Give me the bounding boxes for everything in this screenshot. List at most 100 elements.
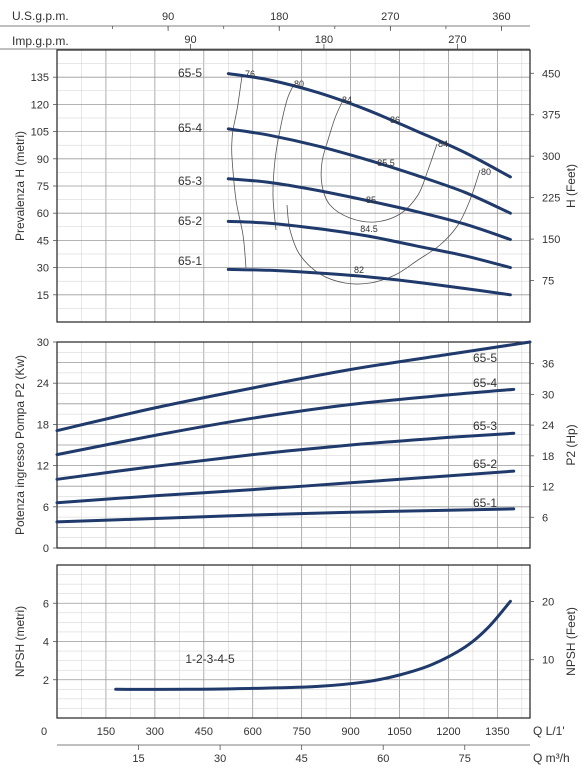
panel-frame-power xyxy=(56,341,531,549)
y2-tick-label-npsh: 10 xyxy=(542,655,554,667)
y-tick-label-npsh: 2 xyxy=(43,675,49,687)
y2-tick-label-head: 375 xyxy=(542,110,560,122)
y-tick-label-power: 6 xyxy=(43,502,49,514)
q-lmin-tick-label: 150 xyxy=(97,726,115,738)
efficiency-label: 80 xyxy=(481,167,491,177)
y-tick-label-head: 75 xyxy=(37,181,49,193)
imp-gpm-tick-label: 90 xyxy=(184,34,196,46)
y2-tick-label-npsh: 20 xyxy=(542,596,554,608)
q-m3h-tick-label: 60 xyxy=(377,753,389,765)
efficiency-label: 82 xyxy=(354,265,364,275)
y2-tick-label-head: 150 xyxy=(542,234,560,246)
power-series-label: 65-2 xyxy=(473,457,497,471)
curve-npsh-1-2-3-4-5 xyxy=(114,599,512,691)
y-axis-title-head: Prevalenza H (metri) xyxy=(13,131,27,241)
q-lmin-tick-label: 900 xyxy=(341,726,359,738)
y2-tick-label-power: 30 xyxy=(542,389,554,401)
imp-gpm-axis-title: Imp.g.p.m. xyxy=(12,34,69,48)
y2-tick-label-head: 450 xyxy=(542,68,560,80)
y2-tick-label-power: 18 xyxy=(542,451,554,463)
y2-tick-label-power: 36 xyxy=(542,359,554,371)
q-m3h-axis-title: Q m³/h xyxy=(533,751,570,765)
y-tick-label-head: 90 xyxy=(37,154,49,166)
curve-power-65-4 xyxy=(55,387,516,457)
y-tick-label-head: 120 xyxy=(31,99,49,111)
y-axis-title-npsh: NPSH (metri) xyxy=(13,606,27,677)
y2-tick-label-power: 6 xyxy=(542,512,548,524)
efficiency-contour xyxy=(320,99,438,223)
y-tick-label-power: 0 xyxy=(43,543,49,555)
efficiency-label: 76 xyxy=(245,69,255,79)
curve-head-65-1 xyxy=(226,267,512,297)
curve-head-65-2 xyxy=(226,219,512,270)
y2-tick-label-power: 24 xyxy=(542,420,554,432)
y2-tick-label-power: 12 xyxy=(542,482,554,494)
us-gpm-tick-label: 180 xyxy=(270,11,288,23)
q-lmin-axis-title: Q L/1' xyxy=(533,724,565,738)
efficiency-label: 86 xyxy=(390,115,400,125)
efficiency-label: 85.5 xyxy=(377,158,395,168)
head-series-label: 65-5 xyxy=(178,66,202,80)
efficiency-label: 84 xyxy=(342,95,352,105)
y-tick-label-head: 135 xyxy=(31,72,49,84)
q-m3h-tick-label: 15 xyxy=(132,753,144,765)
npsh-series-label: 1-2-3-4-5 xyxy=(185,652,235,666)
y-tick-label-npsh: 6 xyxy=(43,598,49,610)
efficiency-layer xyxy=(231,75,481,285)
q-lmin-tick-label: 1350 xyxy=(485,726,509,738)
curve-power-65-5 xyxy=(55,340,532,433)
q-m3h-tick-label: 45 xyxy=(296,753,308,765)
y-tick-label-head: 15 xyxy=(37,290,49,302)
y-tick-label-head: 45 xyxy=(37,235,49,247)
curve-power-65-2 xyxy=(55,469,516,505)
y-tick-label-power: 18 xyxy=(37,419,49,431)
y-tick-label-head: 30 xyxy=(37,263,49,275)
power-series-label: 65-1 xyxy=(473,496,497,510)
q-lmin-tick-label: 0 xyxy=(41,726,47,738)
y-tick-label-head: 105 xyxy=(31,127,49,139)
q-lmin-tick-label: 1050 xyxy=(387,726,411,738)
y2-axis-title-power: P2 (Hp) xyxy=(564,424,578,465)
power-series-label: 65-3 xyxy=(473,419,497,433)
q-lmin-tick-label: 300 xyxy=(146,726,164,738)
us-gpm-tick-label: 90 xyxy=(162,11,174,23)
axes-layer xyxy=(0,25,534,750)
y2-axis-title-npsh: NPSH (Feet) xyxy=(564,607,578,676)
y-axis-title-power: Potenza ingresso Pompa P2 (Kw) xyxy=(13,355,27,535)
head-series-label: 65-2 xyxy=(178,214,202,228)
q-lmin-tick-label: 450 xyxy=(195,726,213,738)
efficiency-contour xyxy=(272,85,294,231)
y-tick-label-npsh: 4 xyxy=(43,637,49,649)
power-series-label: 65-5 xyxy=(473,351,497,365)
head-series-label: 65-4 xyxy=(178,121,202,135)
efficiency-label: 84.5 xyxy=(360,224,378,234)
efficiency-contour xyxy=(231,75,247,269)
curves-layer xyxy=(55,72,532,691)
efficiency-label: 80 xyxy=(294,79,304,89)
y-tick-label-power: 30 xyxy=(37,337,49,349)
power-series-label: 65-4 xyxy=(473,376,497,390)
text-layer: 15304560759010512013575150225300375450Pr… xyxy=(12,9,578,765)
head-series-label: 65-3 xyxy=(178,174,202,188)
y-tick-label-power: 24 xyxy=(37,378,49,390)
curve-power-65-1 xyxy=(55,507,516,524)
q-lmin-tick-label: 1200 xyxy=(436,726,460,738)
curve-head-65-5 xyxy=(226,72,512,179)
imp-gpm-tick-label: 270 xyxy=(448,34,466,46)
us-gpm-tick-label: 270 xyxy=(381,11,399,23)
q-m3h-tick-label: 75 xyxy=(459,753,471,765)
q-lmin-tick-label: 600 xyxy=(244,726,262,738)
head-series-label: 65-1 xyxy=(178,254,202,268)
q-m3h-tick-label: 30 xyxy=(214,753,226,765)
y2-tick-label-head: 300 xyxy=(542,151,560,163)
efficiency-label: 84 xyxy=(438,139,448,149)
y-tick-label-head: 60 xyxy=(37,208,49,220)
y2-tick-label-head: 225 xyxy=(542,193,560,205)
y2-axis-title-head: H (Feet) xyxy=(564,164,578,208)
y-tick-label-power: 12 xyxy=(37,461,49,473)
efficiency-label: 85 xyxy=(366,195,376,205)
curve-head-65-3 xyxy=(226,177,512,241)
imp-gpm-tick-label: 180 xyxy=(315,34,333,46)
us-gpm-tick-label: 360 xyxy=(492,11,510,23)
curve-power-65-3 xyxy=(55,431,516,481)
